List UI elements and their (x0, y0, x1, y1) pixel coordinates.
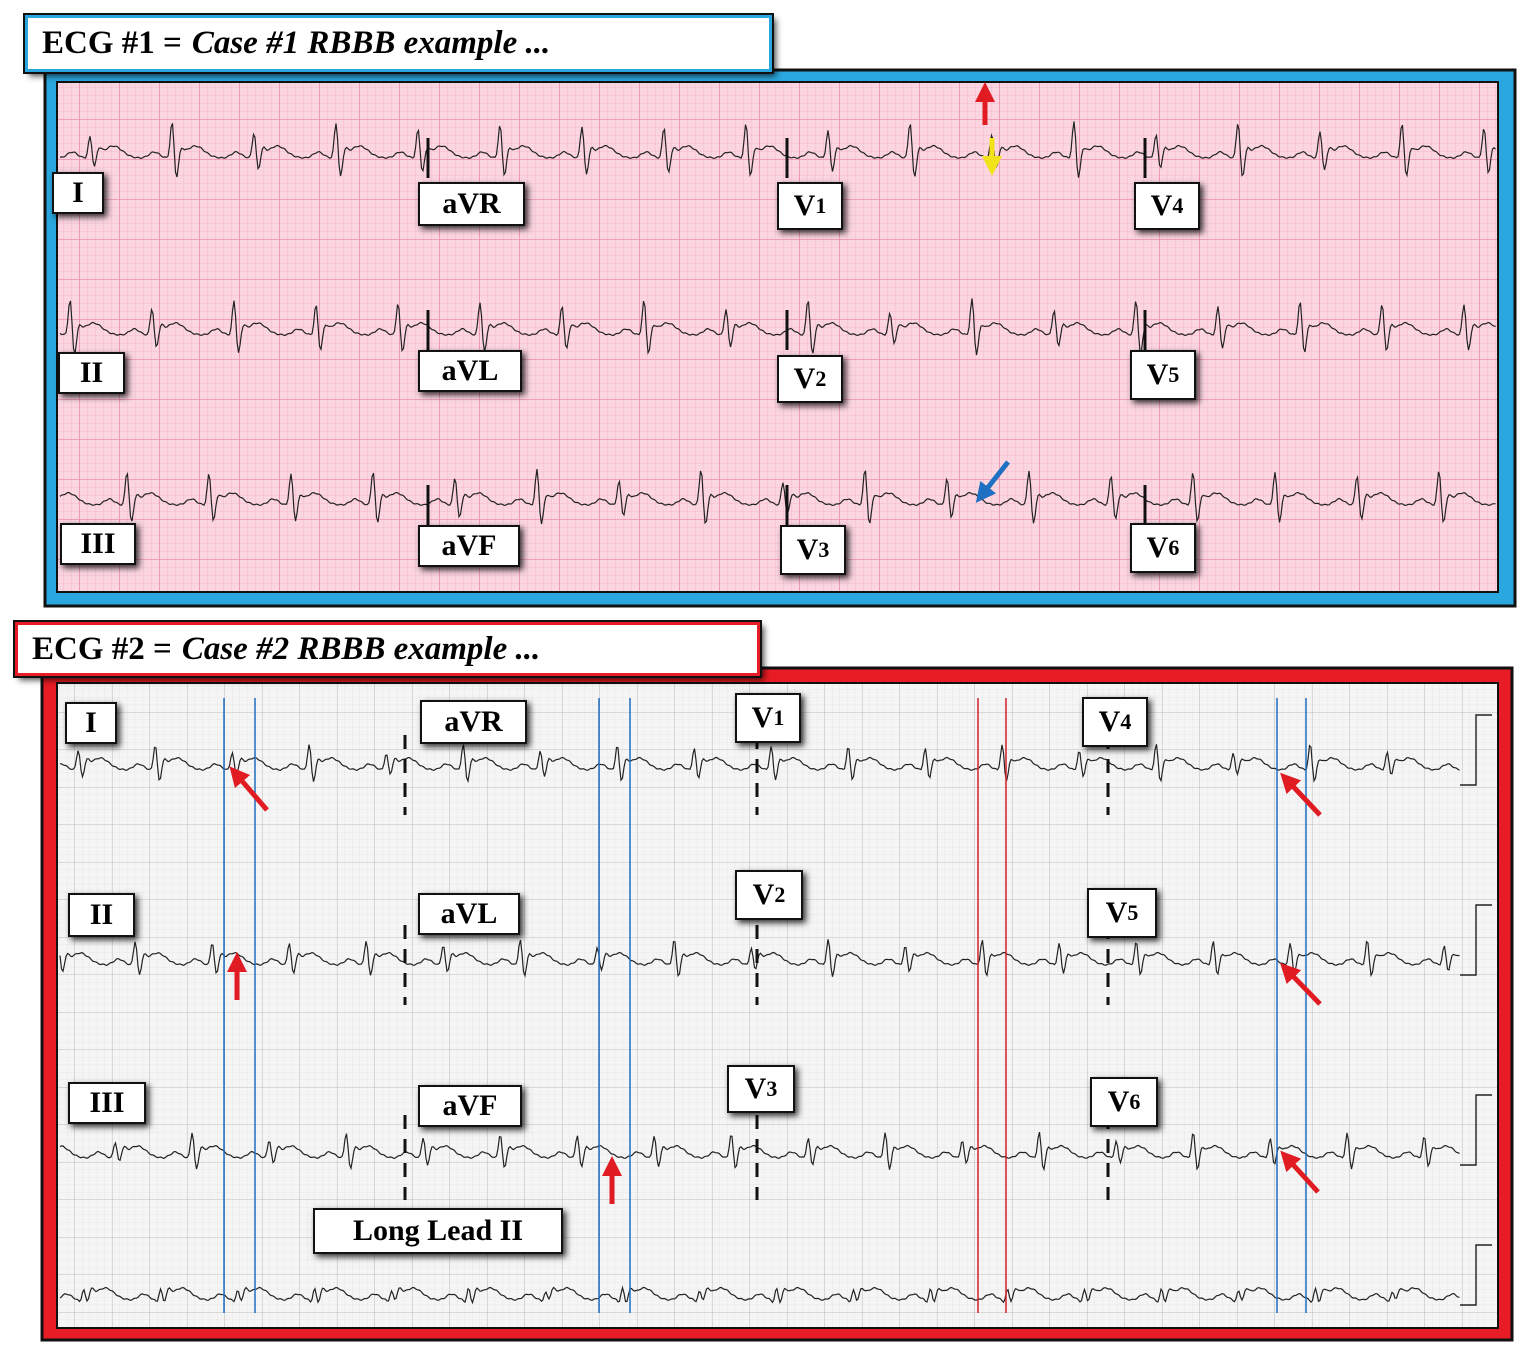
lead-name: V (744, 1072, 767, 1105)
arrows (227, 82, 1322, 1204)
lead-name: I (85, 706, 97, 739)
title-prefix: ECG #1 = (42, 25, 182, 61)
lead-subscript: 1 (773, 705, 785, 730)
lead-subscript: 2 (815, 366, 827, 391)
lead-subscript: 6 (1168, 535, 1180, 560)
lead-name: II (79, 356, 104, 389)
lead-subscript: 3 (818, 537, 830, 562)
lead-label: aVR (420, 700, 527, 744)
ecg-trace (1460, 714, 1492, 786)
title-prefix: ECG #2 = (32, 630, 172, 667)
lead-name: V (1105, 896, 1128, 929)
ecg-grid (56, 81, 1499, 593)
lead-name: aVL (441, 354, 499, 387)
lead-name: I (72, 176, 84, 209)
ecg-trace (59, 469, 1496, 525)
lead-subscript: 6 (1129, 1089, 1141, 1114)
lead-name: V (1146, 358, 1169, 391)
panel-title: ECG #2 = Case #2 RBBB example ... (13, 620, 762, 678)
ecg-trace (1460, 1094, 1492, 1166)
title-case: Case #2 RBBB example ... (181, 630, 541, 667)
lead-subscript: 4 (1120, 709, 1132, 734)
ecg-traces (59, 121, 1496, 1306)
ecg-trace (59, 1285, 1460, 1305)
lead-subscript: 1 (815, 193, 827, 218)
lead-label: II (68, 893, 135, 937)
lead-name: V (793, 189, 816, 222)
lead-label: I (52, 172, 104, 214)
lead-label: III (68, 1082, 146, 1124)
lead-name: aVR (444, 705, 503, 738)
lead-subscript: 2 (774, 882, 786, 907)
lead-label: aVL (418, 350, 522, 392)
lead-subscript: 4 (1172, 193, 1184, 218)
ecg-trace (1460, 1244, 1492, 1306)
lead-name: II (89, 898, 114, 931)
ecg-trace (59, 1131, 1460, 1172)
lead-name: V (1146, 531, 1169, 564)
lead-label: aVF (418, 525, 520, 567)
lead-label: aVR (418, 182, 525, 226)
lead-subscript: 5 (1127, 900, 1139, 925)
lead-name: III (80, 527, 116, 560)
lead-name: aVL (440, 897, 498, 930)
lead-name: V (751, 701, 774, 734)
lead-label: III (60, 523, 136, 565)
lead-name: V (1107, 1085, 1130, 1118)
lead-subscript: 5 (1168, 362, 1180, 387)
ecg-trace (59, 121, 1496, 178)
lead-name: aVF (442, 1089, 498, 1122)
lead-name: aVR (442, 187, 501, 220)
ecg-trace (59, 744, 1460, 784)
lead-name: V (793, 362, 816, 395)
lead-label: II (58, 352, 125, 394)
lead-subscript: 3 (766, 1076, 778, 1101)
lead-name: III (89, 1086, 125, 1119)
lead-name: aVF (441, 529, 497, 562)
ecg-trace (59, 298, 1496, 356)
lead-name: V (796, 533, 819, 566)
panel-title: ECG #1 = Case #1 RBBB example ... (23, 13, 774, 74)
ecg-trace (59, 939, 1460, 978)
rhythm-name: Long Lead II (352, 1214, 524, 1247)
lead-label: I (65, 702, 117, 744)
reference-lines (223, 698, 1307, 1313)
lead-label: aVL (418, 893, 520, 935)
title-case: Case #1 RBBB example ... (191, 25, 551, 61)
lead-name: V (752, 878, 775, 911)
lead-name: V (1150, 189, 1173, 222)
lead-label: aVF (418, 1085, 522, 1127)
lead-name: V (1098, 705, 1121, 738)
rhythm-label: Long Lead II (313, 1208, 563, 1254)
ecg-trace (1460, 904, 1492, 976)
ecg-grid (56, 682, 1499, 1329)
